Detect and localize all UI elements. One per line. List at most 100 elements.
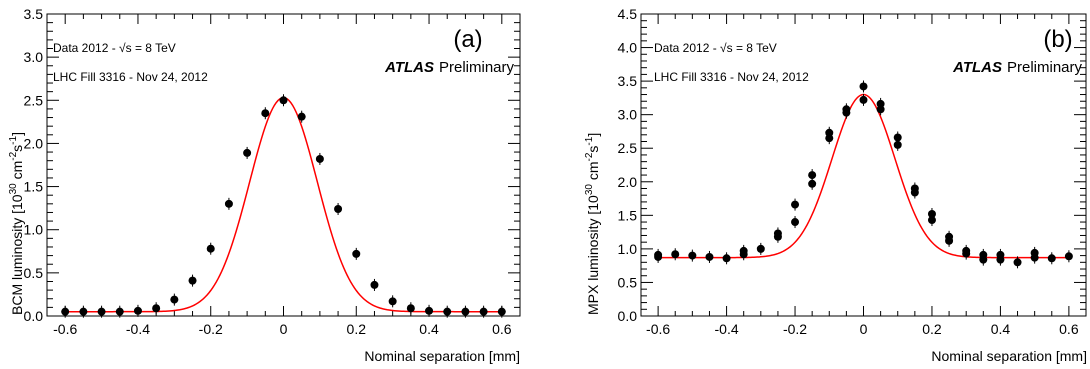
panel-a-ticks: [46, 13, 521, 317]
panel-a-ytick-label: 2.0: [24, 135, 44, 151]
panel-a-data-point: [443, 307, 452, 316]
panel-b-ytick-label: 2.0: [618, 174, 638, 190]
panel-b-ytick-label: 2.5: [618, 140, 638, 156]
panel-a-ylabel-unit2: s: [9, 145, 25, 152]
panel-a-annotation-fill: LHC Fill 3316 - Nov 24, 2012: [53, 70, 208, 84]
panel-a-data-point: [224, 199, 233, 208]
panel-a-ylabel-close: ]: [9, 132, 25, 136]
panel-a-data-point: [188, 276, 197, 285]
panel-a-ylabel-main: BCM luminosity [10: [9, 194, 25, 315]
panel-a-ytick-label: 3.0: [24, 49, 44, 65]
panel-b-fit-curve: [658, 93, 1069, 259]
panel-b-data-point: [996, 255, 1005, 264]
panel-b-xtick-label: -0.4: [715, 321, 739, 337]
panel-a-x-axis-title: Nominal separation [mm]: [364, 348, 520, 364]
panel-a-ylabel-exp2: -2: [8, 151, 19, 160]
panel-b-data-point: [910, 188, 919, 197]
panel-a-ytick-label: 1.0: [24, 222, 44, 238]
panel-b-ylabel-unit1: cm: [585, 161, 601, 184]
panel-b-data-point: [1030, 253, 1039, 262]
panel-a-ylabel-unit1: cm: [9, 161, 25, 184]
panel-b-data-point: [825, 134, 834, 143]
panel-b-data-point: [654, 250, 663, 259]
panel-b-data-point: [859, 95, 868, 104]
panel-a-ytick-label: 3.5: [24, 6, 44, 22]
panel-b-data-point: [1064, 252, 1073, 261]
panel-a-data-point: [115, 307, 124, 316]
panel-a-data-point: [352, 249, 361, 258]
panel-b-ytick-label: 1.0: [618, 241, 638, 257]
panel-b-x-axis-title: Nominal separation [mm]: [931, 348, 1087, 364]
panel-b-data-point: [979, 255, 988, 264]
panel-a-data-point: [206, 244, 215, 253]
panel-b-ytick-label: 1.5: [618, 207, 638, 223]
panel-a-data-point: [461, 307, 470, 316]
panel-a-data-point: [79, 307, 88, 316]
panel-a-data-point: [497, 307, 506, 316]
panel-b-data-point: [773, 232, 782, 241]
panel-b-tick-labels: -0.6 -0.4 -0.2 0 0.2 0.4 0.6 0.0 0.5 1.0 1.5 2.0 2.5…: [618, 6, 1079, 337]
panel-a-data-point: [406, 304, 415, 313]
panel-a-data-point: [425, 306, 434, 315]
panel-b-ytick-label: 3.5: [618, 73, 638, 89]
panel-a-xtick-label: -0.2: [199, 321, 223, 337]
panel-b-ylabel-close: ]: [585, 133, 601, 137]
panel-b-ylabel-unit2: s: [585, 146, 601, 153]
panel-b-data-point: [756, 244, 765, 253]
panel-b-data-point: [893, 133, 902, 142]
panel-b-annotation-fill: LHC Fill 3316 - Nov 24, 2012: [654, 70, 809, 84]
panel-a-y-axis-title: BCM luminosity [1030 cm-2s-1]: [8, 132, 25, 315]
panel-a-ytick-label: 0.5: [24, 265, 44, 281]
panel-a-data-point: [97, 307, 106, 316]
panel-b-xtick-label: 0: [860, 321, 868, 337]
panel-a-xtick-label: -0.4: [126, 321, 150, 337]
panel-a-data-point: [388, 297, 397, 306]
panel-a-ylabel-exp3: -1: [8, 135, 19, 144]
panel-b-ytick-label: 4.5: [618, 6, 638, 22]
panel-a-ytick-label: 0.0: [24, 308, 44, 324]
panel-b-data-point: [859, 82, 868, 91]
panel-b-data-point: [791, 218, 800, 227]
panel-a-xtick-label: 0.6: [492, 321, 512, 337]
panel-b-data-point: [739, 250, 748, 259]
panel-b-xtick-label: 0.2: [922, 321, 942, 337]
panel-a-ytick-label: 2.5: [24, 92, 44, 108]
panel-b-data-point: [722, 254, 731, 263]
panel-b-label: (b): [1043, 26, 1072, 53]
panel-b-data-point: [1047, 254, 1056, 263]
panel-a-data-points: [61, 94, 506, 318]
panel-a-data-point: [479, 307, 488, 316]
panel-a-annotation-data: Data 2012 - √s = 8 TeV: [53, 41, 176, 55]
panel-b-data-point: [893, 140, 902, 149]
panel-b-atlas-label: ATLAS Preliminary: [952, 59, 1082, 76]
panel-b-ylabel-exp3: -1: [584, 136, 595, 145]
panel-a-atlas: ATLAS: [384, 59, 434, 76]
panel-a-data-point: [315, 154, 324, 163]
panel-a-fit-curve: [65, 96, 502, 313]
panel-a-xtick-label: 0.4: [419, 321, 439, 337]
panel-b-data-point: [842, 108, 851, 117]
panel-b-data-point: [688, 251, 697, 260]
panel-b-ytick-label: 3.0: [618, 107, 638, 123]
panel-a-atlas-label: ATLAS Preliminary: [384, 59, 514, 76]
panel-b-data-point: [705, 252, 714, 261]
panel-a-data-point: [261, 109, 270, 118]
panel-a-xtick-label: 0: [280, 321, 288, 337]
panel-a-data-point: [152, 304, 161, 313]
panel-b-ytick-label: 4.0: [618, 40, 638, 56]
panel-b-data-point: [876, 105, 885, 114]
panel-b-ylabel-exp1: 30: [584, 184, 595, 196]
panel-b-ylabel-exp2: -2: [584, 152, 595, 161]
panel-a-chart: -0.6 -0.4 -0.2 0 0.2 0.4 0.6 0.0 0.5 1.0 1.5 2.0 2.5…: [8, 6, 521, 364]
panel-b-xtick-label: 0.6: [1059, 321, 1079, 337]
panel-b-xtick-label: -0.6: [646, 321, 670, 337]
panel-b-data-points: [654, 80, 1073, 269]
panel-a-data-point: [133, 306, 142, 315]
panel-b-data-point: [1013, 258, 1022, 267]
panel-b-chart: -0.6 -0.4 -0.2 0 0.2 0.4 0.6 0.0 0.5 1.0 1.5 2.0 2.5…: [584, 6, 1087, 364]
panel-b-xtick-label: -0.2: [783, 321, 807, 337]
panel-b-ytick-label: 0.0: [618, 308, 638, 324]
panel-b-data-point: [808, 171, 817, 180]
panel-b-data-point: [962, 249, 971, 258]
